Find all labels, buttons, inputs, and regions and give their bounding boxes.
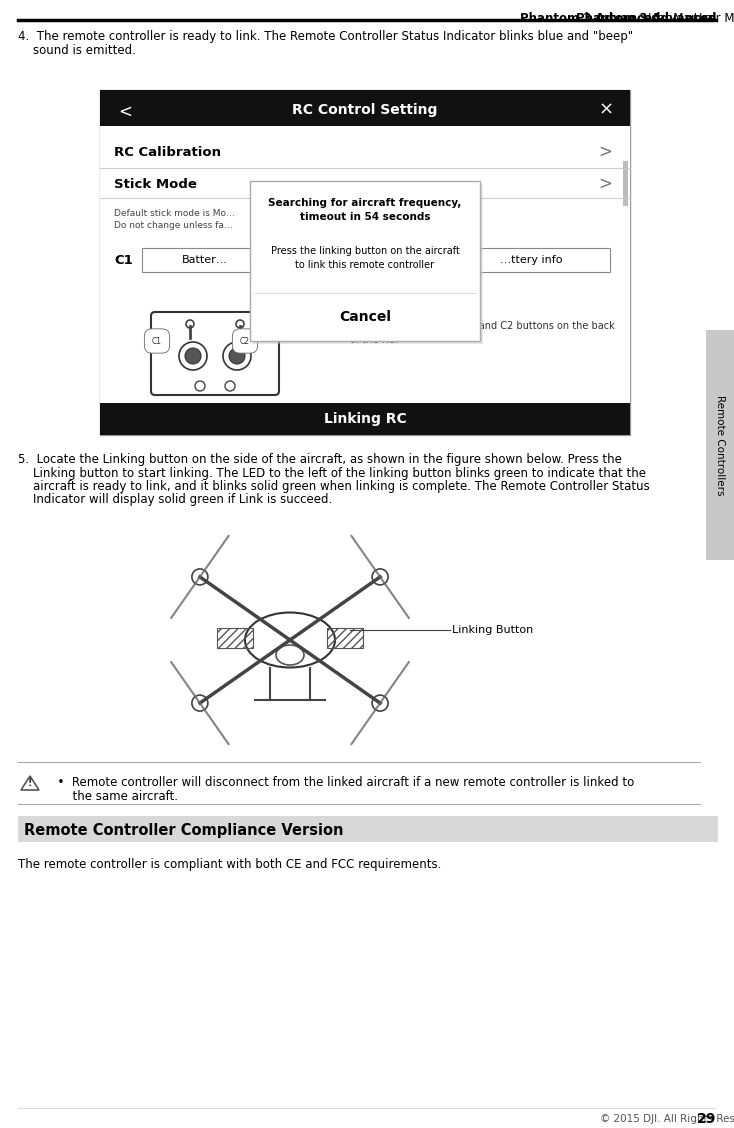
Text: timeout in 54 seconds: timeout in 54 seconds: [299, 212, 430, 222]
Text: 4.  The remote controller is ready to link. The Remote Controller Status Indicat: 4. The remote controller is ready to lin…: [18, 30, 633, 43]
Text: RC Control Setting: RC Control Setting: [292, 103, 437, 117]
Text: Searching for aircraft frequency,: Searching for aircraft frequency,: [269, 199, 462, 208]
Ellipse shape: [276, 645, 304, 666]
Circle shape: [195, 381, 205, 391]
Bar: [142, 248, 277, 272]
Text: the same aircraft.: the same aircraft.: [50, 790, 178, 803]
Text: Default stick mode is Mo…                                 the aircraft is contro: Default stick mode is Mo… the aircraft i…: [114, 210, 442, 219]
Bar: [623, 161, 628, 206]
Text: of the RC.: of the RC.: [350, 335, 398, 345]
Text: !: !: [28, 778, 32, 788]
Polygon shape: [21, 776, 39, 790]
Bar: [100, 90, 630, 126]
Circle shape: [223, 342, 251, 370]
Text: >: >: [598, 175, 612, 193]
Text: Phantom 3 Advanced: Phantom 3 Advanced: [520, 12, 661, 25]
Text: RC Calibration: RC Calibration: [114, 146, 221, 159]
Text: ×: ×: [599, 102, 614, 118]
Text: C1: C1: [114, 254, 133, 266]
Bar: [706, 331, 734, 559]
Circle shape: [372, 569, 388, 585]
Text: Stick Mode: Stick Mode: [114, 177, 197, 191]
Text: •  Remote controller will disconnect from the linked aircraft if a new remote co: • Remote controller will disconnect from…: [50, 776, 634, 788]
Text: User Manual: User Manual: [639, 12, 716, 25]
Text: You can customize the C1 and C2 buttons on the back: You can customize the C1 and C2 buttons …: [350, 321, 615, 331]
Circle shape: [186, 320, 194, 328]
Bar: [18, 816, 718, 841]
Text: Do not change unless fa…: Do not change unless fa…: [114, 221, 233, 230]
Text: C2: C2: [240, 336, 250, 345]
Circle shape: [192, 569, 208, 585]
Circle shape: [229, 349, 245, 364]
Text: The remote controller is compliant with both CE and FCC requirements.: The remote controller is compliant with …: [18, 858, 441, 871]
Text: aircraft is ready to link, and it blinks solid green when linking is complete. T: aircraft is ready to link, and it blinks…: [18, 481, 650, 493]
Text: Linking button to start linking. The LED to the left of the linking button blink: Linking button to start linking. The LED…: [18, 467, 646, 479]
Text: Indicator will display solid green if Link is succeed.: Indicator will display solid green if Li…: [18, 494, 333, 506]
Bar: [217, 628, 253, 647]
FancyBboxPatch shape: [151, 312, 279, 395]
Text: to link this remote controller: to link this remote controller: [296, 259, 435, 270]
Text: Linking RC: Linking RC: [324, 412, 407, 426]
Circle shape: [192, 695, 208, 711]
FancyBboxPatch shape: [250, 180, 480, 341]
Text: Press the linking button on the aircraft: Press the linking button on the aircraft: [271, 246, 459, 256]
Text: <: <: [118, 103, 132, 121]
Bar: [450, 248, 610, 272]
Text: 5.  Locate the Linking button on the side of the aircraft, as shown in the figur: 5. Locate the Linking button on the side…: [18, 453, 622, 466]
Text: © 2015 DJI. All Rights Reserved.: © 2015 DJI. All Rights Reserved.: [600, 1114, 734, 1123]
Text: User Manual: User Manual: [690, 12, 734, 25]
FancyBboxPatch shape: [253, 184, 483, 344]
Text: >: >: [598, 143, 612, 161]
Text: Batter…: Batter…: [182, 255, 228, 265]
Text: Remote Controller Compliance Version: Remote Controller Compliance Version: [24, 823, 344, 838]
Bar: [100, 403, 630, 435]
Circle shape: [179, 342, 207, 370]
Circle shape: [225, 381, 235, 391]
Circle shape: [372, 695, 388, 711]
Circle shape: [185, 349, 201, 364]
Ellipse shape: [245, 613, 335, 668]
Text: 29: 29: [697, 1112, 716, 1126]
Text: Phantom 3 Advanced: Phantom 3 Advanced: [575, 12, 716, 25]
Text: C1: C1: [152, 336, 162, 345]
Text: Cancel: Cancel: [339, 310, 391, 324]
Text: Remote Controllers: Remote Controllers: [715, 395, 725, 495]
Bar: [100, 126, 630, 403]
Bar: [327, 628, 363, 647]
Text: …ttery info: …ttery info: [500, 255, 562, 265]
Text: sound is emitted.: sound is emitted.: [18, 44, 136, 58]
Bar: [100, 90, 630, 435]
Circle shape: [236, 320, 244, 328]
Text: Linking Button: Linking Button: [452, 625, 533, 635]
